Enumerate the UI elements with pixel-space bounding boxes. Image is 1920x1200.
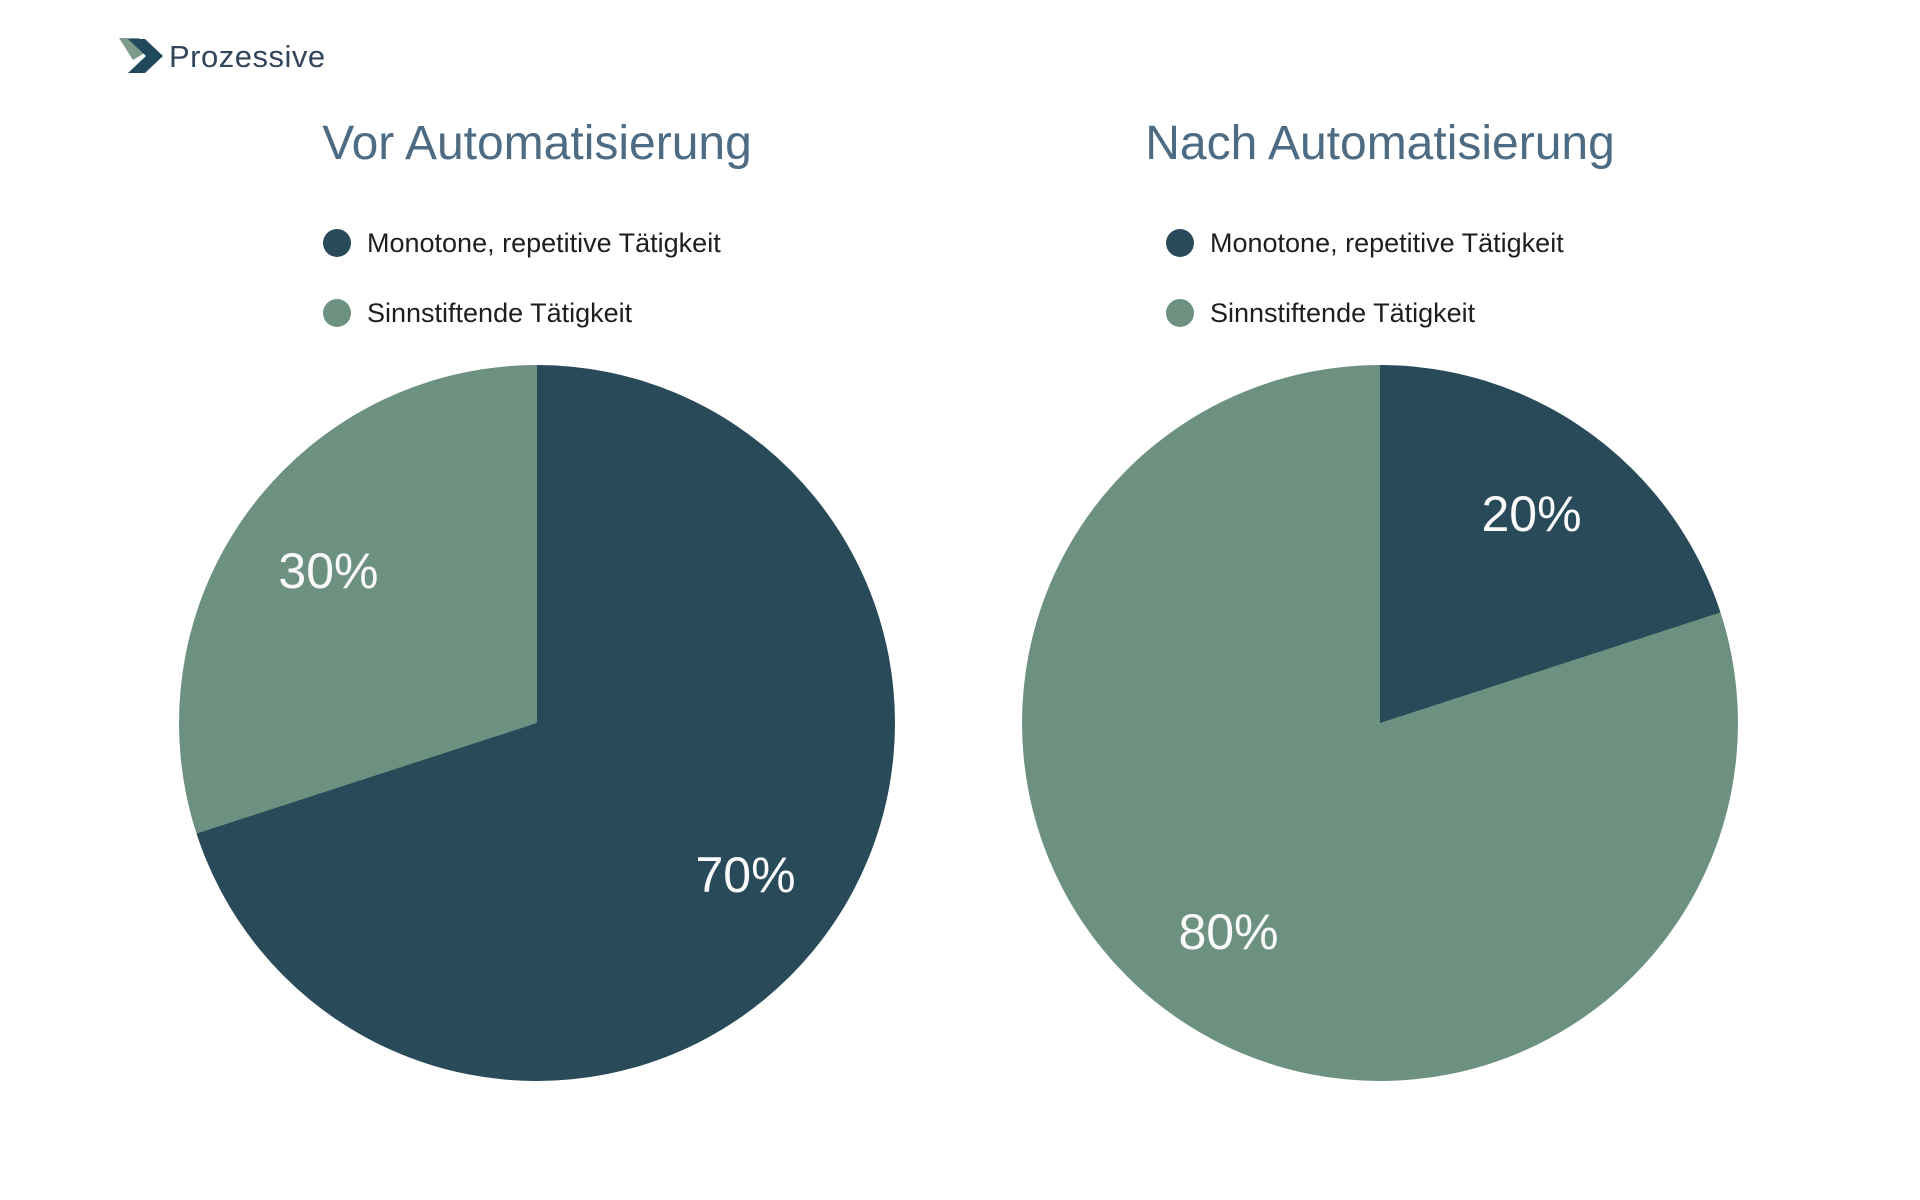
legend-swatch-green-icon [1166, 299, 1194, 327]
pie: 70% 30% [179, 365, 895, 1081]
logo: Prozessive [119, 38, 326, 74]
slice-label: 70% [695, 846, 796, 903]
legend-item: Monotone, repetitive Tätigkeit [323, 229, 721, 257]
legend-label: Monotone, repetitive Tätigkeit [1210, 227, 1564, 258]
pie-chart-after-automation: Nach Automatisierung Monotone, repetitiv… [900, 0, 1860, 1200]
legend-swatch-green-icon [323, 299, 351, 327]
legend-label: Sinnstiftende Tätigkeit [1210, 297, 1476, 328]
legend-item: Sinnstiftende Tätigkeit [1166, 299, 1564, 327]
slice-label: 30% [278, 543, 379, 600]
chart-title: Nach Automatisierung [1145, 117, 1615, 170]
slice-label: 20% [1481, 486, 1582, 543]
chevron-right-icon [119, 38, 163, 73]
chart-title: Vor Automatisierung [322, 117, 752, 170]
pie-chart-before-automation: Vor Automatisierung Monotone, repetitive… [57, 0, 1017, 1200]
legend-item: Sinnstiftende Tätigkeit [323, 299, 721, 327]
slice-label: 80% [1178, 903, 1279, 960]
logo-wordmark: Prozessive [169, 38, 326, 74]
pie: 20% 80% [1022, 365, 1738, 1081]
chart-legend: Monotone, repetitive Tätigkeit Sinnstift… [323, 229, 721, 369]
legend-label: Sinnstiftende Tätigkeit [367, 297, 633, 328]
chart-legend: Monotone, repetitive Tätigkeit Sinnstift… [1166, 229, 1564, 369]
legend-item: Monotone, repetitive Tätigkeit [1166, 229, 1564, 257]
legend-swatch-dark-icon [1166, 229, 1194, 257]
legend-label: Monotone, repetitive Tätigkeit [367, 227, 721, 258]
legend-swatch-dark-icon [323, 229, 351, 257]
